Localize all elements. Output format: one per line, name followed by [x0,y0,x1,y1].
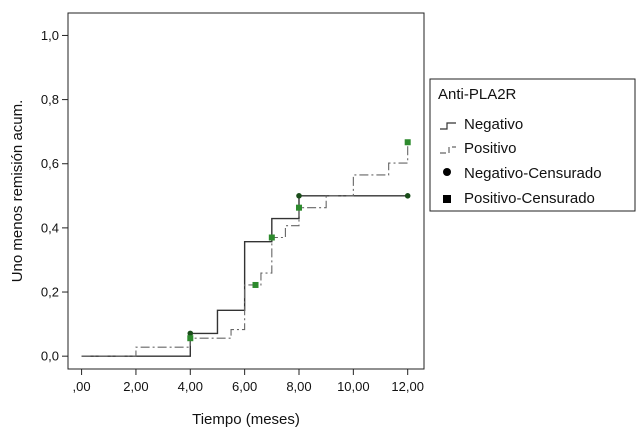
x-tick-label: 6,00 [232,379,257,394]
x-tick-label: ,00 [73,379,91,394]
negativo-censored-marker [404,193,411,199]
plot-area [81,142,409,357]
x-axis-title: Tiempo (meses) [192,411,300,428]
y-tick-label: 0,0 [41,349,59,364]
legend-negativo-censurado-icon [443,168,451,176]
positivo-censored-marker [252,281,259,288]
plot-frame [67,12,425,370]
positivo-censored-marker [404,139,411,146]
y-tick-label: 0,8 [41,92,59,107]
x-tick-label: 12,00 [391,379,424,394]
positivo-censored-marker [295,204,302,211]
series-negativo-line [81,195,408,357]
legend-positivo-label: Positivo [464,140,517,157]
y-axis-title: Uno menos remisión acum. [9,100,26,283]
legend: Anti-PLA2R Negativo Positivo Negativo-Ce… [429,78,636,212]
negativo-censored-marker [296,193,302,199]
y-tick-label: 0,6 [41,156,59,171]
legend-box [429,78,636,212]
legend-negativo-censurado-label: Negativo-Censurado [464,165,602,182]
legend-positivo-line-icon [440,146,456,154]
y-axis: 0,0 0,2 0,4 0,6 0,8 1,0 [41,28,68,364]
x-axis: ,00 2,00 4,00 6,00 8,00 10,00 12,00 [73,369,424,394]
legend-positivo-censurado-label: Positivo-Censurado [464,190,595,207]
y-tick-label: 0,2 [41,285,59,300]
x-tick-label: 4,00 [178,379,203,394]
legend-negativo-line-icon [440,122,456,130]
y-tick-label: 1,0 [41,28,59,43]
censor-markers [187,139,411,342]
positivo-censored-marker [268,234,275,241]
positivo-censored-marker [187,335,194,342]
y-tick-label: 0,4 [41,220,59,235]
legend-negativo-label: Negativo [464,116,523,133]
x-tick-label: 2,00 [123,379,148,394]
x-tick-label: 10,00 [337,379,370,394]
x-tick-label: 8,00 [286,379,311,394]
legend-title: Anti-PLA2R [438,86,517,103]
negativo-censored-marker [187,330,194,337]
legend-positivo-censurado-icon [443,195,451,203]
